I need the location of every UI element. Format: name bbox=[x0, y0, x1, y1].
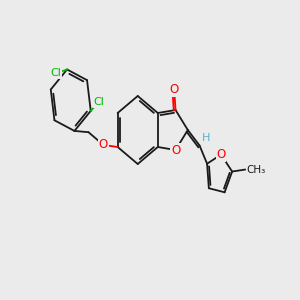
Text: O: O bbox=[169, 83, 179, 96]
Text: H: H bbox=[202, 133, 211, 142]
Text: O: O bbox=[99, 139, 108, 152]
Text: CH₃: CH₃ bbox=[246, 164, 265, 175]
Text: Cl: Cl bbox=[50, 68, 61, 79]
Text: Cl: Cl bbox=[94, 97, 104, 107]
Text: O: O bbox=[216, 148, 226, 161]
Text: O: O bbox=[171, 143, 180, 157]
